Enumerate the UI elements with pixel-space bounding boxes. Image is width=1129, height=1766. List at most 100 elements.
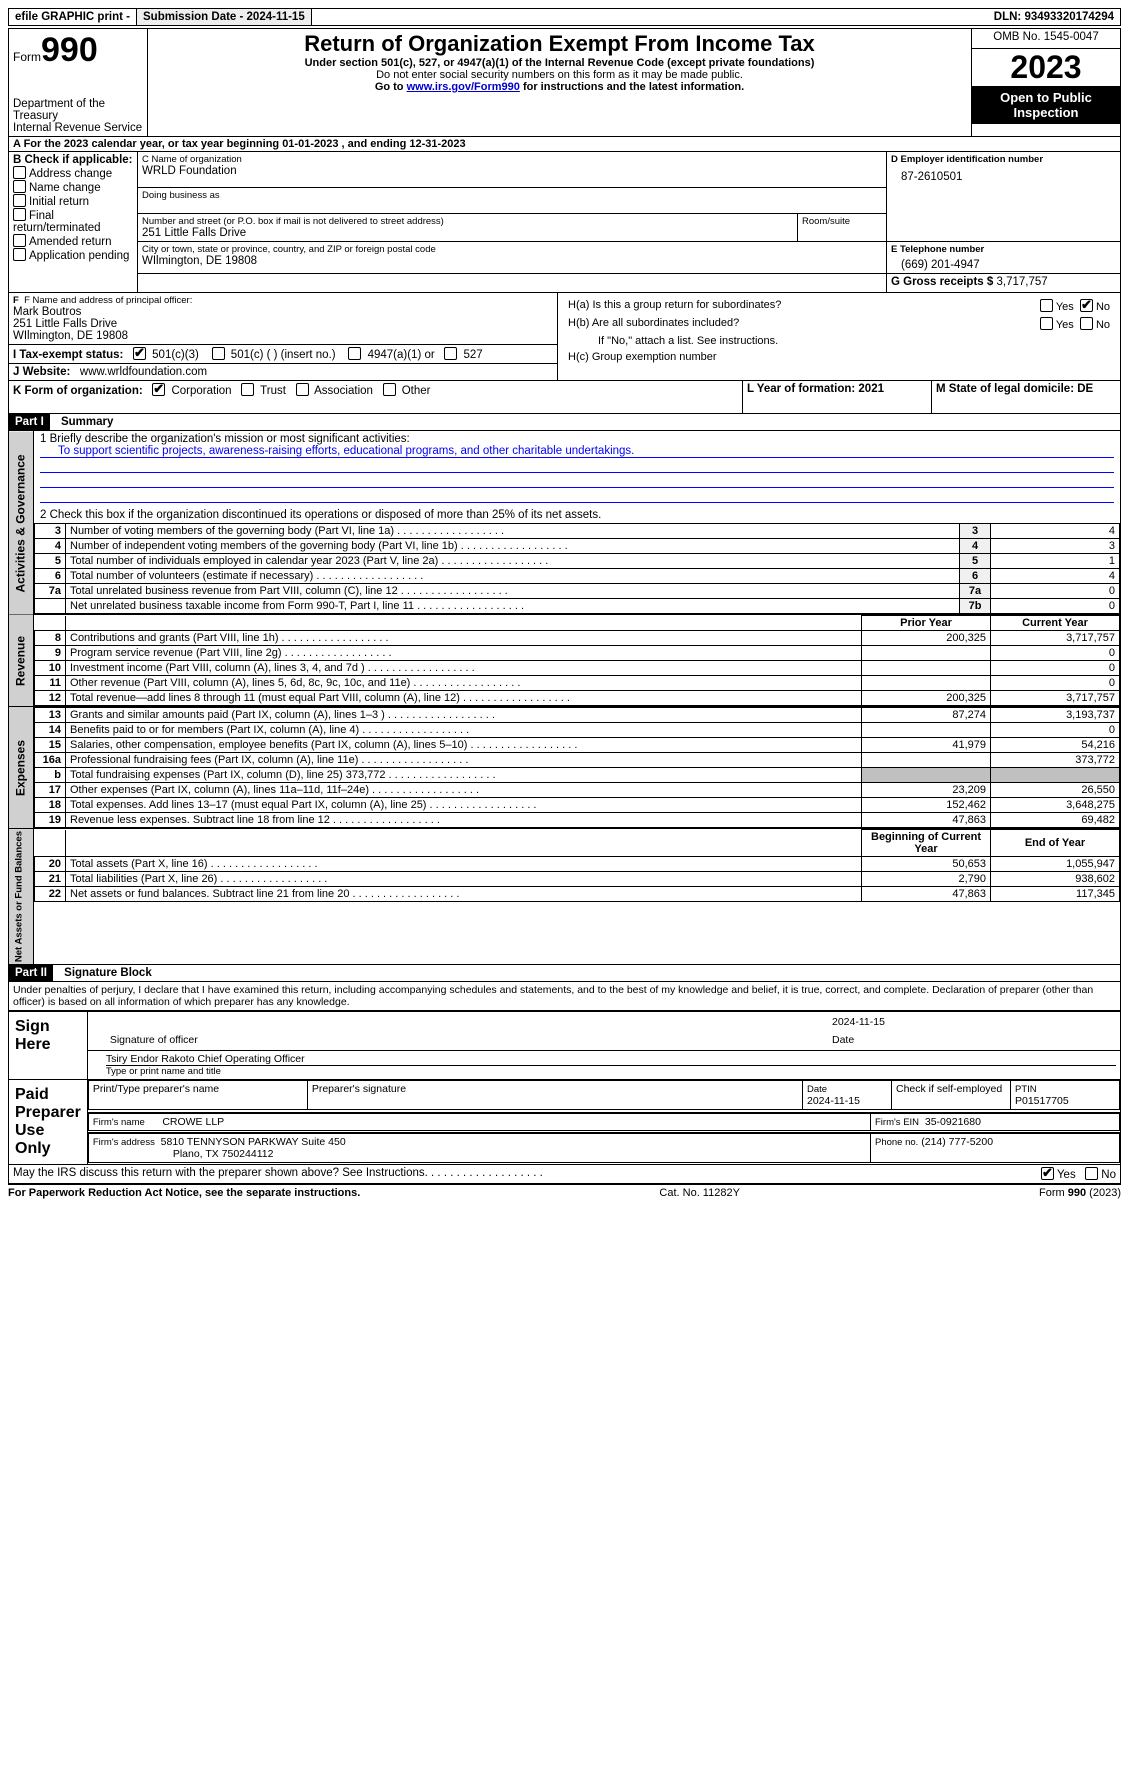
perjury-text: Under penalties of perjury, I declare th… (8, 982, 1121, 1011)
line-num: 13 (35, 708, 66, 723)
line-num: 3 (35, 524, 66, 539)
current-val: 0 (991, 676, 1120, 691)
line-desc: Other revenue (Part VIII, column (A), li… (66, 676, 862, 691)
line2: 2 Check this box if the organization dis… (40, 509, 1114, 521)
section-b: B Check if applicable: Address changeNam… (9, 152, 138, 293)
side-expenses: Expenses (9, 707, 34, 829)
blank-cell (138, 274, 887, 293)
line-desc: Benefits paid to or for members (Part IX… (66, 723, 862, 738)
open-inspection: Open to Public Inspection (972, 86, 1120, 124)
line-val: 0 (991, 584, 1120, 599)
d-label: D Employer identification number (891, 154, 1116, 165)
b-option[interactable]: Amended return (13, 234, 133, 248)
cell-shade (991, 768, 1120, 783)
signature-block: Sign Here 2024-11-15 Signature of office… (8, 1011, 1121, 1165)
part-ii-title: Signature Block (56, 967, 152, 979)
current-val: 54,216 (991, 738, 1120, 753)
goto-suffix: for instructions and the latest informat… (520, 81, 744, 93)
hb-label: H(b) Are all subordinates included? (564, 315, 832, 333)
prior-val: 41,979 (862, 738, 991, 753)
firm-ein: 35-0921680 (925, 1116, 981, 1128)
omb-cell: OMB No. 1545-0047 (972, 29, 1121, 49)
i-label: I Tax-exempt status: (13, 349, 123, 361)
governance-rows: 3 Number of voting members of the govern… (34, 523, 1120, 614)
footer-form-c: (2023) (1086, 1187, 1121, 1199)
line-val: 3 (991, 539, 1120, 554)
gross-receipts: 3,717,757 (996, 276, 1047, 288)
discuss-no: No (1101, 1169, 1116, 1181)
ha-yes: Yes (1056, 301, 1074, 313)
hb-note: If "No," attach a list. See instructions… (564, 333, 1114, 349)
section-c-name: C Name of organization WRLD Foundation D… (138, 152, 887, 214)
officer-addr2: WIlmington, DE 19808 (13, 330, 553, 342)
line1-label: 1 Briefly describe the organization's mi… (40, 433, 1114, 445)
i-501c3: 501(c)(3) (152, 349, 199, 361)
line-num: 7a (35, 584, 66, 599)
paid-preparer-label: Paid Preparer Use Only (9, 1080, 88, 1165)
header-sub2: Do not enter social security numbers on … (152, 69, 967, 81)
current-val: 1,055,947 (991, 857, 1120, 872)
line-box: 4 (960, 539, 991, 554)
top-bar: efile GRAPHIC print - Submission Date - … (8, 8, 1121, 26)
line-a: A For the 2023 calendar year, or tax yea… (8, 137, 1121, 152)
line2-text: 2 Check this box if the organization dis… (40, 509, 601, 521)
line-desc: Total unrelated business revenue from Pa… (66, 584, 960, 599)
officer-table: F F Name and address of principal office… (8, 293, 1121, 381)
section-e: E Telephone number (669) 201-4947 (887, 242, 1121, 274)
return-title: Return of Organization Exempt From Incom… (152, 31, 967, 57)
line-num: 15 (35, 738, 66, 753)
current-val: 69,482 (991, 813, 1120, 828)
footer-form-a: Form (1039, 1187, 1068, 1199)
city: WIlmington, DE 19808 (142, 255, 882, 267)
line-num: b (35, 768, 66, 783)
prior-val: 50,653 (862, 857, 991, 872)
current-val: 3,648,275 (991, 798, 1120, 813)
firm-phone-label: Phone no. (875, 1137, 918, 1148)
ha-no: No (1096, 301, 1110, 313)
b-option[interactable]: Initial return (13, 194, 133, 208)
b-option[interactable]: Application pending (13, 248, 133, 262)
line-desc: Total liabilities (Part X, line 26) (66, 872, 862, 887)
street: 251 Little Falls Drive (142, 227, 793, 239)
b-option[interactable]: Address change (13, 166, 133, 180)
prior-val (862, 661, 991, 676)
section-i: I Tax-exempt status: 501(c)(3) 501(c) ( … (9, 345, 558, 364)
line-desc: Total expenses. Add lines 13–17 (must eq… (66, 798, 862, 813)
prior-val: 200,325 (862, 631, 991, 646)
line-num: 5 (35, 554, 66, 569)
discuss-yes: Yes (1057, 1169, 1076, 1181)
line-num: 6 (35, 569, 66, 584)
section-l: L Year of formation: 2021 (743, 381, 932, 414)
line-num: 9 (35, 646, 66, 661)
k-other: Other (402, 385, 431, 397)
submission-date-button[interactable]: Submission Date - 2024-11-15 (137, 9, 312, 25)
line-desc: Revenue less expenses. Subtract line 18 … (66, 813, 862, 828)
b-option[interactable]: Name change (13, 180, 133, 194)
section-c-city: City or town, state or province, country… (138, 242, 887, 274)
ein: 87-2610501 (891, 165, 1116, 183)
firm-phone: (214) 777-5200 (921, 1136, 993, 1148)
entity-table: B Check if applicable: Address changeNam… (8, 152, 1121, 293)
b-option[interactable]: Final return/terminated (13, 208, 133, 234)
sig-date: 2024-11-15 (828, 1014, 1116, 1032)
f-label-text: F Name and address of principal officer: (24, 295, 192, 306)
line-box: 3 (960, 524, 991, 539)
i-4947: 4947(a)(1) or (368, 349, 435, 361)
line-desc: Number of independent voting members of … (66, 539, 960, 554)
hb-no: No (1096, 319, 1110, 331)
line-box: 7b (960, 599, 991, 614)
page-footer: For Paperwork Reduction Act Notice, see … (8, 1184, 1121, 1199)
hb-yes: Yes (1056, 319, 1074, 331)
section-c-addr: Number and street (or P.O. box if mail i… (138, 214, 887, 242)
topbar-spacer (312, 15, 988, 19)
form990-link[interactable]: www.irs.gov/Form990 (407, 81, 520, 93)
line-desc: Contributions and grants (Part VIII, lin… (66, 631, 862, 646)
governance-block: 1 Briefly describe the organization's mi… (34, 431, 1121, 615)
side-governance: Activities & Governance (9, 431, 34, 615)
section-k: K Form of organization: Corporation Trus… (9, 381, 743, 414)
current-val: 117,345 (991, 887, 1120, 902)
g-label: G Gross receipts $ (891, 276, 993, 288)
e-label: E Telephone number (891, 244, 1116, 255)
dept-irs: Internal Revenue Service (13, 122, 143, 134)
current-val: 373,772 (991, 753, 1120, 768)
